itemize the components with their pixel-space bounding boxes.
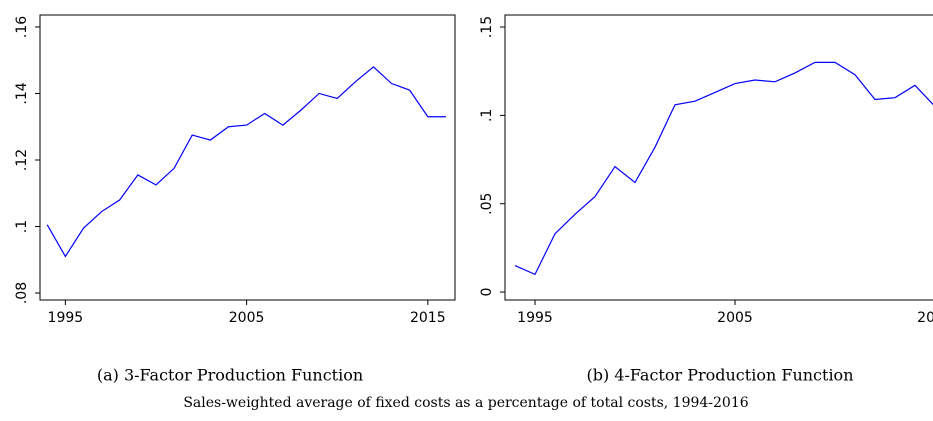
data-line [46,66,446,258]
panel-caption: (a) 3-Factor Production Function [97,366,363,385]
y-tick-label: .16 [14,16,30,38]
y-tick-label: .05 [479,193,495,215]
x-tick-label: 1995 [48,310,84,326]
y-tick-label: .15 [479,16,495,38]
x-tick-label: 2015 [410,310,446,326]
plot-frame [39,14,456,301]
y-tick-label: 0 [479,288,495,297]
panel-caption: (b) 4-Factor Production Function [587,366,854,385]
y-tick-label: .14 [14,82,30,104]
x-tick-label: 2005 [717,310,753,326]
y-tick-label: .1 [479,109,495,122]
x-tick-label: 2005 [229,310,265,326]
x-tick-label: 2015 [917,310,933,326]
panel: .08 .1 .12 .14 .16 1995 2005 2015 (a) 3-Factor P… [14,14,456,385]
y-tick-label: .08 [14,282,30,304]
plot-frame [504,14,933,301]
panel: 0 .05 .1 .15 1995 2005 2015 (b) 4-Factor Produc… [479,14,933,385]
y-tick-label: .12 [14,149,30,171]
y-tick-label: .1 [14,220,30,233]
data-line [514,61,933,276]
x-tick-label: 1995 [517,310,553,326]
figure-caption: Sales-weighted average of fixed costs as… [183,395,748,411]
